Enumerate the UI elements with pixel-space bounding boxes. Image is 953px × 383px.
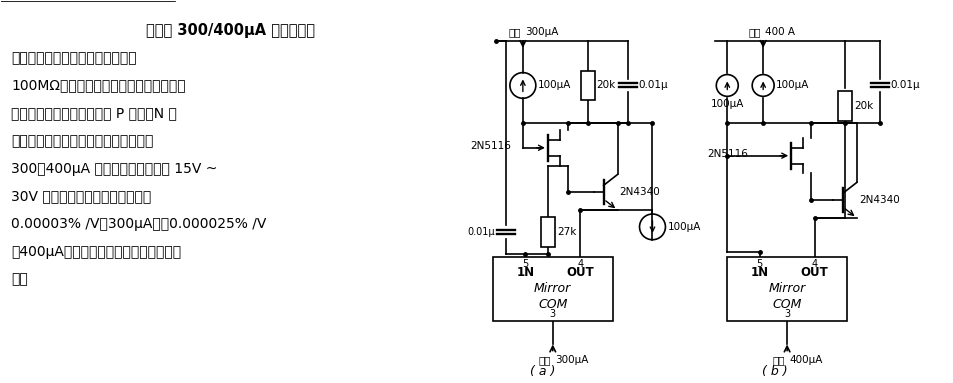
Bar (837, 92, 851, 121)
Text: 0.00003% /V（300μA），0.000025% /V: 0.00003% /V（300μA），0.000025% /V (11, 217, 267, 231)
Text: OUT: OUT (566, 267, 594, 280)
Text: ( a ): ( a ) (530, 365, 555, 378)
Text: 2N5116: 2N5116 (470, 141, 511, 151)
Text: 100μA: 100μA (537, 80, 571, 90)
Text: 300μA: 300μA (555, 355, 588, 365)
Text: 100μA: 100μA (667, 222, 700, 232)
Text: 0.01μ: 0.01μ (890, 80, 920, 90)
Text: 低端: 低端 (537, 355, 550, 365)
Text: 100μA: 100μA (710, 99, 743, 109)
Text: 3: 3 (783, 309, 789, 319)
Text: 3: 3 (549, 309, 556, 319)
Text: 20k: 20k (596, 80, 616, 90)
Text: 1N: 1N (516, 267, 534, 280)
Text: 低端: 低端 (772, 355, 784, 365)
Text: OUT: OUT (800, 267, 827, 280)
Text: 0.01μ: 0.01μ (638, 80, 667, 90)
Text: 2N4340: 2N4340 (618, 187, 659, 197)
Text: 100μA: 100μA (776, 80, 809, 90)
Text: ( b ): ( b ) (761, 365, 787, 378)
Text: 2N5116: 2N5116 (706, 149, 747, 159)
Text: 起电流的微弱变化。若增加 P 沟道、N 沟: 起电流的微弱变化。若增加 P 沟道、N 沟 (11, 106, 177, 120)
Text: 高端: 高端 (508, 27, 520, 37)
Text: COM: COM (772, 298, 801, 311)
Text: （400μA）。用于要求高精度电流源的场: （400μA）。用于要求高精度电流源的场 (11, 245, 181, 259)
Text: 上一条浮置电流源的动态电阴小于: 上一条浮置电流源的动态电阴小于 (11, 51, 137, 65)
Text: 合。: 合。 (11, 272, 28, 286)
Bar (493, 257, 612, 321)
Text: 300、400μA 浮置电流源。电压在 15V ~: 300、400μA 浮置电流源。电压在 15V ~ (11, 162, 217, 175)
Bar (726, 257, 846, 321)
Bar (540, 217, 555, 247)
Text: 400μA: 400μA (788, 355, 821, 365)
Text: 400 A: 400 A (764, 27, 794, 37)
Text: 20k: 20k (853, 101, 872, 111)
Text: 1N: 1N (750, 267, 768, 280)
Text: 高端: 高端 (748, 27, 760, 37)
Text: 300μA: 300μA (524, 27, 558, 37)
Bar (580, 70, 594, 100)
Text: 高精度 300/400μA 浮置电流源: 高精度 300/400μA 浮置电流源 (146, 23, 314, 38)
Text: 2N4340: 2N4340 (858, 195, 899, 205)
Text: 道场效应管各一只，可以组成高精度的: 道场效应管各一只，可以组成高精度的 (11, 134, 153, 148)
Text: 0.01μ: 0.01μ (467, 227, 495, 237)
Text: 4: 4 (577, 259, 582, 268)
Text: 30V 范围变化时，电压调整率高达: 30V 范围变化时，电压调整率高达 (11, 189, 152, 203)
Text: Mirror: Mirror (534, 282, 571, 295)
Text: 27k: 27k (557, 227, 576, 237)
Text: 5: 5 (756, 259, 761, 268)
Text: 4: 4 (811, 259, 817, 268)
Text: COM: COM (537, 298, 567, 311)
Text: Mirror: Mirror (768, 282, 805, 295)
Text: 5: 5 (521, 259, 528, 268)
Text: 100MΩ，当电流源两端电压变动时，会引: 100MΩ，当电流源两端电压变动时，会引 (11, 79, 186, 93)
